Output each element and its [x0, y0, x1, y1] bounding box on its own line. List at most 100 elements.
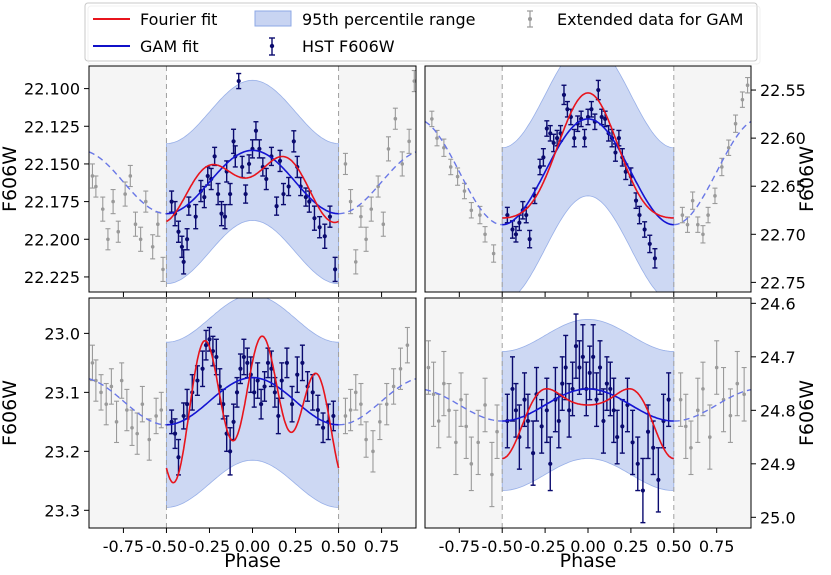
extended-data-point [363, 421, 369, 458]
extended-marker [431, 392, 436, 397]
hst-marker [599, 114, 604, 120]
hst-marker [245, 360, 250, 365]
fourier-fit-line [502, 387, 674, 460]
extended-data-point [119, 362, 125, 399]
extended-marker [464, 424, 468, 429]
hst-data-point [289, 385, 295, 423]
extended-marker [713, 194, 717, 198]
extended-data-point [398, 347, 404, 390]
hst-marker [212, 154, 217, 159]
extended-data-point [734, 350, 740, 417]
legend-fourier-label: Fourier fit [140, 10, 217, 29]
hst-marker [577, 365, 582, 370]
extended-data-point [431, 361, 437, 427]
hst-data-point [576, 340, 582, 395]
extended-data-point [353, 249, 359, 275]
hst-marker [541, 155, 546, 160]
extended-data-point [406, 128, 412, 154]
hst-data-point [587, 345, 593, 401]
extended-marker [140, 402, 145, 406]
extended-marker [348, 199, 353, 204]
extended-marker [469, 208, 474, 213]
extended-marker [740, 97, 745, 102]
hst-data-point [299, 344, 305, 382]
extended-data-point [678, 372, 684, 427]
y-tick-label: 22.60 [760, 129, 806, 148]
extended-marker [455, 174, 460, 179]
y-tick-label: 25.0 [760, 508, 796, 527]
extended-marker [469, 462, 474, 466]
hst-marker [236, 78, 241, 84]
hst-marker [596, 87, 601, 93]
hst-marker [279, 378, 284, 383]
hst-marker [525, 418, 531, 424]
extended-marker [130, 425, 134, 430]
extended-marker [490, 472, 494, 477]
extended-marker [745, 83, 750, 88]
extended-region-right [338, 298, 416, 528]
extended-marker [708, 435, 712, 439]
extended-marker [680, 213, 685, 217]
extended-data-point [122, 181, 128, 207]
hst-data-point [215, 182, 221, 206]
hst-data-point [236, 72, 242, 90]
hst-data-point [227, 182, 233, 206]
extended-region-left [425, 66, 503, 292]
hst-marker [185, 402, 190, 407]
hst-marker [666, 397, 671, 402]
extended-marker [364, 237, 368, 242]
extended-data-point [342, 397, 348, 435]
fourier-fit-line [166, 155, 339, 224]
hst-data-point [604, 356, 610, 412]
y-axis-label: F606W [796, 146, 818, 212]
hst-marker [561, 92, 567, 97]
y-axis-label: F606W [0, 146, 21, 212]
extended-marker [726, 145, 731, 150]
hst-data-point [203, 329, 209, 361]
hst-marker [603, 116, 608, 121]
x-tick-label: 0.00 [570, 537, 606, 556]
hst-marker [510, 227, 515, 232]
extended-marker [448, 165, 453, 169]
hst-marker [269, 366, 274, 371]
hst-marker [601, 418, 606, 424]
hst-marker [262, 384, 267, 389]
extended-marker [706, 213, 710, 217]
hst-data-point [294, 356, 300, 394]
extended-marker [701, 232, 705, 237]
hst-marker [317, 225, 322, 230]
extended-data-point [468, 202, 474, 219]
extended-data-point [683, 393, 689, 460]
hst-marker [544, 126, 549, 131]
hst-marker [645, 429, 651, 434]
legend-hst-label: HST F606W [302, 37, 395, 56]
extended-marker [442, 381, 446, 386]
y-tick-label: 22.125 [24, 117, 80, 136]
x-tick-label: -0.25 [524, 537, 565, 556]
hst-marker [580, 354, 585, 359]
extended-marker [161, 267, 165, 272]
hst-marker [551, 140, 556, 146]
extended-marker [119, 378, 124, 383]
hst-data-point [277, 149, 283, 173]
extended-data-point [348, 388, 354, 432]
fourier-fit-line [502, 92, 674, 219]
extended-marker [391, 384, 396, 389]
extended-data-point [368, 196, 374, 222]
extended-marker [733, 121, 738, 126]
hst-marker [276, 413, 281, 419]
hst-marker [615, 434, 620, 440]
hst-marker [620, 424, 625, 429]
hst-marker [172, 431, 178, 436]
hst-marker [585, 114, 591, 120]
extended-data-point [690, 191, 696, 210]
extended-data-point [679, 206, 685, 224]
hst-data-point [570, 361, 576, 417]
hst-marker [608, 386, 613, 392]
extended-data-point [370, 430, 376, 473]
hst-marker [642, 227, 647, 232]
extended-data-point [358, 205, 364, 228]
extended-data-point [380, 211, 386, 237]
x-tick-label: -0.75 [103, 537, 144, 556]
extended-marker [123, 192, 127, 196]
